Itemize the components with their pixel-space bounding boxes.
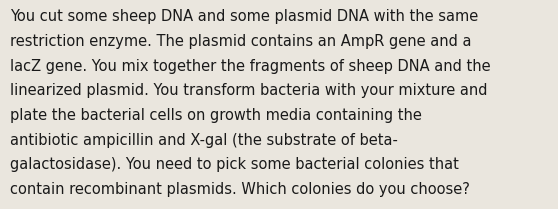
Text: lacZ gene. You mix together the fragments of sheep DNA and the: lacZ gene. You mix together the fragment… bbox=[10, 59, 490, 74]
Text: plate the bacterial cells on growth media containing the: plate the bacterial cells on growth medi… bbox=[10, 108, 422, 123]
Text: restriction enzyme. The plasmid contains an AmpR gene and a: restriction enzyme. The plasmid contains… bbox=[10, 34, 472, 49]
Text: You cut some sheep DNA and some plasmid DNA with the same: You cut some sheep DNA and some plasmid … bbox=[10, 9, 478, 24]
Text: linearized plasmid. You transform bacteria with your mixture and: linearized plasmid. You transform bacter… bbox=[10, 83, 488, 98]
Text: antibiotic ampicillin and X-gal (the substrate of beta-: antibiotic ampicillin and X-gal (the sub… bbox=[10, 133, 398, 148]
Text: galactosidase). You need to pick some bacterial colonies that: galactosidase). You need to pick some ba… bbox=[10, 157, 459, 172]
Text: contain recombinant plasmids. Which colonies do you choose?: contain recombinant plasmids. Which colo… bbox=[10, 182, 470, 197]
